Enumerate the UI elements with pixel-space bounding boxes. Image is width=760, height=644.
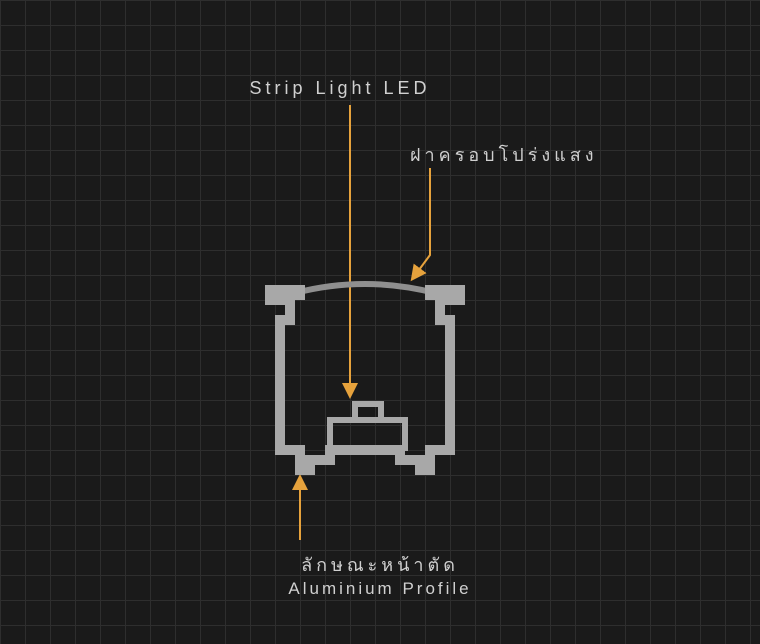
aluminium-profile <box>270 290 460 470</box>
diagram-svg <box>0 0 760 644</box>
diffuser-cover <box>295 284 435 293</box>
led-chip <box>355 404 381 420</box>
leader-cover <box>413 168 430 278</box>
led-strip-base <box>330 420 405 448</box>
diagram-canvas: Strip Light LED ฝาครอบโปร่งแสง ลักษณะหน้… <box>0 0 760 644</box>
